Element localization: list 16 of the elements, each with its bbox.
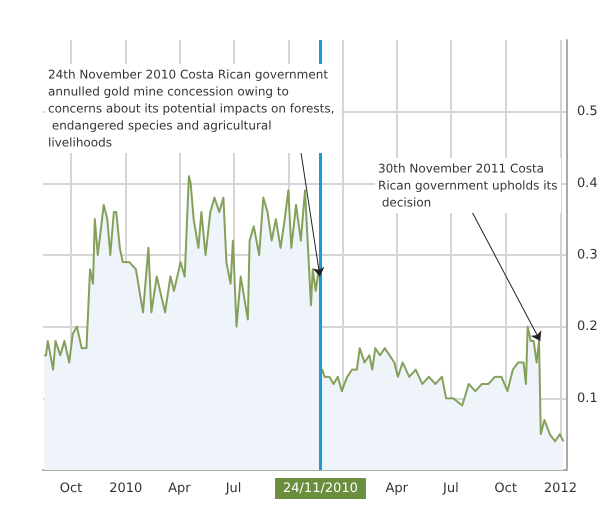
- y-tick-label: 0.3: [577, 248, 598, 262]
- y-tick-label: 0.1: [577, 390, 598, 406]
- x-tick-label: Jul: [224, 481, 242, 496]
- y-tick-label: 0.2: [577, 319, 598, 334]
- y-tick-label: 0.4: [577, 176, 598, 191]
- annotation: 30th November 2011 Costa Rican government upholds its decision: [378, 162, 558, 210]
- x-tick-label: 2010: [109, 481, 142, 496]
- x-tick-label: Oct: [494, 481, 517, 496]
- annotation: 24th November 2010 Costa Rican government annulled gold mine concession owing to concerns about its potential impacts on forests, endangered species and agricultural livelihoods: [48, 68, 334, 150]
- x-tick-label: Jul: [442, 481, 459, 496]
- x-tick-label: 2012: [544, 481, 577, 496]
- x-tick-label: Oct: [60, 481, 82, 496]
- y-tick-label: 0.5: [577, 104, 598, 120]
- ref-line-label: 24/11/2010: [283, 481, 358, 496]
- x-tick-label: Apr: [385, 481, 409, 496]
- x-tick-label: Apr: [168, 481, 192, 496]
